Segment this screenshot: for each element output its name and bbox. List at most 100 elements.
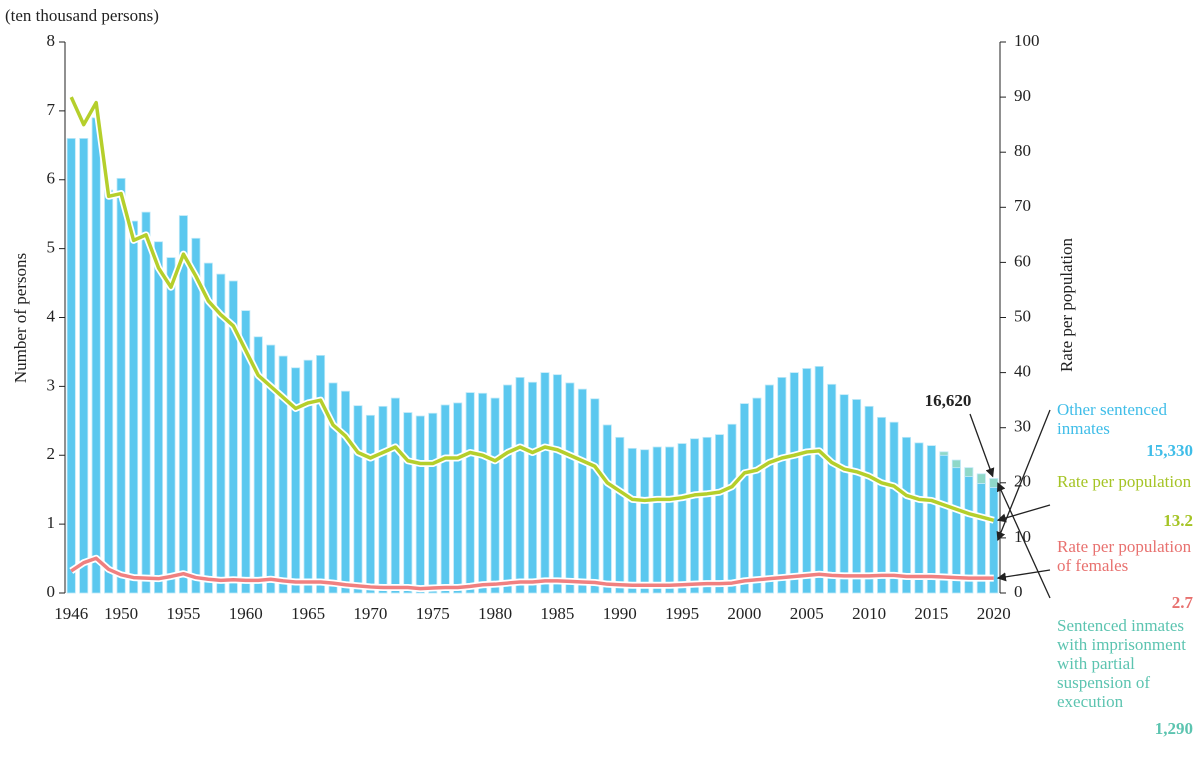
bar <box>939 454 949 594</box>
bar <box>465 392 475 594</box>
bar <box>590 398 600 594</box>
x-tick-label: 1985 <box>540 604 574 623</box>
bar <box>789 372 799 594</box>
x-tick-label: 2020 <box>977 604 1011 623</box>
bar <box>665 446 675 594</box>
y2-tick-label: 50 <box>1014 306 1031 325</box>
bar <box>503 384 513 594</box>
x-tick-label: 1995 <box>665 604 699 623</box>
bar <box>827 383 837 594</box>
bar <box>602 424 612 594</box>
pointer-arrow <box>996 504 1051 523</box>
end-value-label: 15,330 <box>1146 441 1193 460</box>
total-arrow <box>969 413 995 478</box>
x-tick-label: 2010 <box>852 604 886 623</box>
y2-tick-label: 70 <box>1014 196 1031 215</box>
pointer-arrow <box>997 482 1051 599</box>
bar <box>216 273 226 594</box>
end-value-label: 13.2 <box>1163 511 1193 530</box>
bar <box>490 397 500 594</box>
bar <box>378 405 388 594</box>
y-axis-label: Number of persons <box>11 253 30 383</box>
bar <box>116 177 126 594</box>
bar <box>989 478 999 488</box>
y2-tick-label: 0 <box>1014 582 1023 601</box>
y2-tick-label: 60 <box>1014 251 1031 270</box>
bar <box>565 382 575 594</box>
bar <box>640 449 650 594</box>
y2-tick-label: 80 <box>1014 141 1031 160</box>
bar <box>278 355 288 594</box>
bar <box>440 404 450 594</box>
bar <box>166 257 176 594</box>
bar <box>577 388 587 594</box>
x-tick-label: 1990 <box>603 604 637 623</box>
bar <box>802 368 812 594</box>
bar <box>901 436 912 594</box>
bar <box>178 215 188 594</box>
bar <box>976 473 986 484</box>
x-tick-label: 2005 <box>790 604 824 623</box>
bar <box>478 392 488 594</box>
bar <box>228 280 238 594</box>
x-tick-label: 1975 <box>416 604 450 623</box>
bar <box>453 402 463 594</box>
unit-label: (ten thousand persons) <box>5 6 159 25</box>
bar <box>129 220 139 594</box>
bar <box>527 381 538 594</box>
y2-tick-label: 20 <box>1014 472 1031 491</box>
x-tick-label: 1960 <box>229 604 263 623</box>
bar <box>153 241 164 594</box>
bar <box>91 117 101 594</box>
legend-label: Sentenced inmates with imprisonment with… <box>1057 616 1186 711</box>
bar <box>852 399 862 594</box>
bar <box>939 451 949 456</box>
y2-axis-label: Rate per population <box>1057 237 1076 372</box>
bar <box>839 394 849 594</box>
bar <box>714 434 725 594</box>
bar <box>303 359 313 594</box>
y-tick-label: 5 <box>47 238 56 257</box>
bar <box>79 138 89 594</box>
bar <box>926 445 936 594</box>
x-tick-label: 1980 <box>478 604 512 623</box>
bar <box>552 374 562 594</box>
y2-tick-label: 90 <box>1014 86 1031 105</box>
bar <box>365 414 375 594</box>
y-tick-label: 7 <box>47 100 56 119</box>
bar <box>428 412 438 594</box>
bar <box>241 310 251 594</box>
bar <box>253 336 263 594</box>
bar <box>764 384 774 594</box>
bar <box>652 446 662 594</box>
bar <box>964 467 974 478</box>
bar <box>889 421 899 594</box>
y-tick-label: 4 <box>47 306 56 325</box>
y-tick-label: 1 <box>47 513 56 532</box>
y2-tick-label: 30 <box>1014 417 1031 436</box>
y2-tick-label: 40 <box>1014 362 1031 381</box>
line <box>69 96 995 522</box>
bar <box>615 436 625 594</box>
bar <box>814 366 824 594</box>
x-tick-label: 1946 <box>54 604 88 623</box>
bar <box>66 138 76 594</box>
bar <box>702 436 712 594</box>
bar <box>203 262 213 594</box>
bar <box>266 344 276 594</box>
x-tick-label: 2015 <box>914 604 948 623</box>
x-tick-label: 2000 <box>727 604 761 623</box>
y-tick-label: 2 <box>47 444 56 463</box>
bar <box>677 443 687 594</box>
bar <box>340 390 351 594</box>
bar <box>777 377 787 594</box>
y-tick-label: 6 <box>47 169 56 188</box>
line <box>70 556 994 591</box>
bar <box>690 438 700 594</box>
bar <box>104 189 114 594</box>
pointer-arrow <box>996 569 1051 582</box>
bar <box>877 416 887 594</box>
x-tick-label: 1955 <box>166 604 200 623</box>
